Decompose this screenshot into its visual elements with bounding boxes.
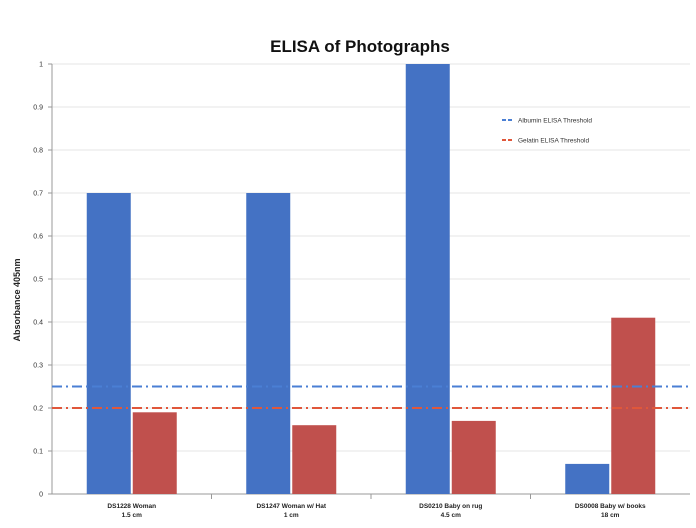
y-tick-label: 0.8 xyxy=(33,148,43,155)
bar xyxy=(451,420,496,494)
x-category-labels: DS1228 Woman 1.5 cm DS1247 Woman w/ Hat 1 c… xyxy=(107,503,646,519)
y-tick-label: 0.3 xyxy=(33,363,43,370)
y-tick-label: 0.2 xyxy=(33,406,43,413)
y-axis-label: Absorbance 405nm xyxy=(12,258,22,341)
bar xyxy=(405,64,450,494)
threshold-lines xyxy=(52,385,690,409)
chart-title: ELISA of Photographs xyxy=(270,37,450,56)
x-category-label: 4.5 cm xyxy=(441,512,461,519)
y-tick-label: 0.1 xyxy=(33,449,43,456)
legend-label: Albumin ELISA Threshold xyxy=(518,118,592,125)
y-tick-label: 0.4 xyxy=(33,320,43,327)
x-category-label: 1.5 cm xyxy=(122,512,142,519)
y-tick-label: 0.9 xyxy=(33,105,43,112)
y-tick-labels: 0 0.1 0.2 0.3 0.4 0.5 0.6 0.7 0.8 0.9 1 xyxy=(33,62,43,499)
x-category-label: DS0210 Baby on rug xyxy=(419,503,482,510)
x-category-label: DS1228 Woman xyxy=(107,503,156,510)
legend-label: Gelatin ELISA Threshold xyxy=(518,138,589,145)
y-tick-label: 0 xyxy=(39,492,43,499)
bar xyxy=(246,193,291,494)
y-tick-label: 0.7 xyxy=(33,191,43,198)
x-category-label: DS1247 Woman w/ Hat xyxy=(256,503,326,510)
bar xyxy=(565,463,610,494)
bar xyxy=(611,317,656,494)
x-category-label: 1 cm xyxy=(284,512,299,519)
y-tick-label: 0.5 xyxy=(33,277,43,284)
y-tick-label: 0.6 xyxy=(33,234,43,241)
x-category-label: 18 cm xyxy=(601,512,620,519)
y-tick-label: 1 xyxy=(39,62,43,69)
x-category-label: DS0008 Baby w/ books xyxy=(575,503,646,510)
legend: Albumin ELISA Threshold Gelatin ELISA Thr… xyxy=(502,118,592,145)
bar xyxy=(292,425,337,494)
bars xyxy=(86,64,656,494)
bar xyxy=(132,412,177,494)
bar xyxy=(86,193,131,494)
